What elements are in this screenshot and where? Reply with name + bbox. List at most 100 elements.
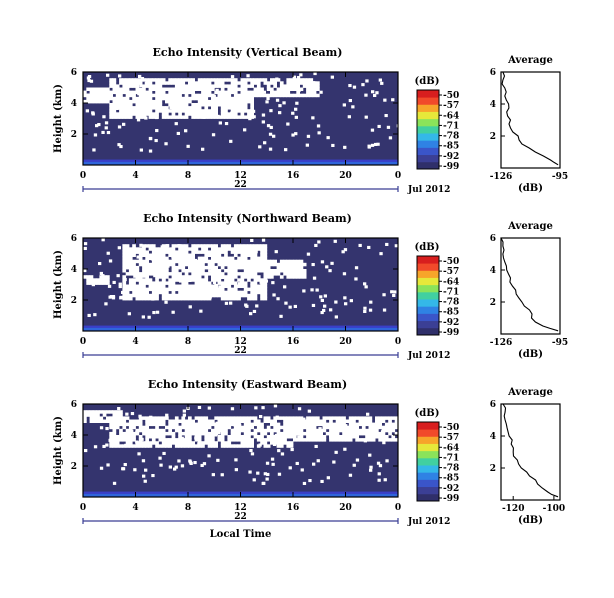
no-data-cell — [191, 262, 195, 267]
speckle — [158, 456, 162, 460]
speckle — [280, 452, 285, 456]
speckle — [184, 129, 188, 133]
no-data-cell — [184, 256, 189, 261]
speckle — [148, 111, 152, 115]
no-data-cell — [289, 425, 294, 430]
no-data-cell — [191, 284, 195, 288]
no-data-cell — [178, 106, 182, 110]
no-data-cell — [181, 103, 186, 107]
no-data-cell — [184, 422, 189, 427]
no-data-cell — [217, 103, 222, 107]
no-data-cell — [276, 422, 281, 427]
speckle — [188, 278, 192, 282]
no-data-cell — [378, 431, 382, 436]
average-y-tick-label: 4 — [490, 266, 496, 276]
no-data-cell — [233, 419, 238, 423]
y-tick-label: 4 — [71, 431, 77, 441]
no-data-cell — [293, 272, 297, 276]
no-data-cell — [138, 250, 143, 254]
no-data-cell — [158, 438, 163, 442]
no-data-cell — [174, 93, 179, 98]
speckle — [202, 462, 207, 466]
no-data-cell — [188, 435, 192, 439]
no-data-cell — [266, 262, 271, 267]
speckle — [116, 274, 120, 278]
no-data-cell — [138, 425, 143, 430]
no-data-cell — [122, 103, 127, 107]
no-data-cell — [158, 444, 163, 448]
no-data-cell — [260, 428, 264, 433]
no-data-cell — [283, 416, 287, 420]
no-data-cell — [171, 287, 176, 292]
no-data-cell — [191, 90, 195, 95]
no-data-cell — [194, 247, 199, 251]
no-data-cell — [263, 259, 268, 264]
speckle — [282, 101, 286, 105]
no-data-cell — [207, 419, 212, 423]
no-data-cell — [151, 250, 156, 254]
no-data-cell — [322, 435, 327, 439]
speckle — [365, 79, 369, 83]
no-data-cell — [309, 428, 314, 433]
no-data-cell — [256, 259, 261, 264]
speckle — [135, 430, 139, 434]
no-data-cell — [184, 435, 189, 439]
speckle — [391, 98, 395, 102]
no-data-cell — [194, 284, 199, 288]
speckle — [144, 116, 148, 120]
speckle — [377, 478, 381, 482]
no-data-cell — [230, 293, 235, 298]
no-data-cell — [181, 106, 186, 110]
no-data-cell — [171, 422, 176, 427]
no-data-cell — [361, 431, 366, 436]
no-data-cell — [237, 96, 241, 101]
no-data-cell — [348, 419, 353, 423]
no-data-cell — [132, 281, 136, 285]
no-data-cell — [188, 431, 192, 436]
speckle — [326, 476, 330, 480]
no-data-cell — [217, 293, 222, 298]
no-data-cell — [306, 87, 310, 91]
no-data-cell — [243, 428, 248, 433]
no-data-cell — [135, 290, 140, 295]
no-data-cell — [243, 256, 248, 261]
no-data-cell — [230, 431, 235, 436]
no-data-cell — [299, 87, 304, 91]
no-data-cell — [207, 244, 212, 248]
speckle — [162, 451, 166, 455]
no-data-cell — [230, 428, 235, 433]
no-data-cell — [171, 265, 176, 270]
no-data-cell — [181, 278, 186, 282]
speckle — [128, 101, 132, 105]
no-data-cell — [378, 422, 382, 427]
y-tick-label: 6 — [71, 68, 77, 78]
no-data-cell — [178, 256, 182, 261]
colorbar-tick-label: -85 — [443, 142, 459, 152]
no-data-cell — [184, 247, 189, 251]
speckle — [134, 270, 138, 274]
colorbar-segment — [417, 493, 439, 502]
no-data-cell — [289, 78, 294, 82]
no-data-cell — [188, 444, 192, 448]
average-x-tick-label: -95 — [552, 338, 568, 348]
speckle — [233, 423, 237, 427]
no-data-cell — [191, 106, 195, 110]
speckle — [150, 257, 155, 261]
speckle — [207, 406, 211, 410]
no-data-cell — [316, 84, 320, 88]
no-data-cell — [260, 287, 264, 292]
no-data-cell — [181, 96, 186, 101]
no-data-cell — [128, 269, 133, 273]
no-data-cell — [112, 425, 117, 430]
speckle — [98, 95, 102, 99]
speckle — [232, 428, 236, 432]
speckle — [207, 114, 211, 118]
no-data-cell — [165, 259, 169, 264]
no-data-cell — [201, 419, 205, 423]
no-data-cell — [286, 81, 291, 85]
no-data-cell — [355, 435, 359, 439]
speckle — [311, 303, 316, 307]
no-data-cell — [135, 265, 140, 270]
speckle — [278, 104, 282, 108]
no-data-cell — [361, 416, 366, 420]
